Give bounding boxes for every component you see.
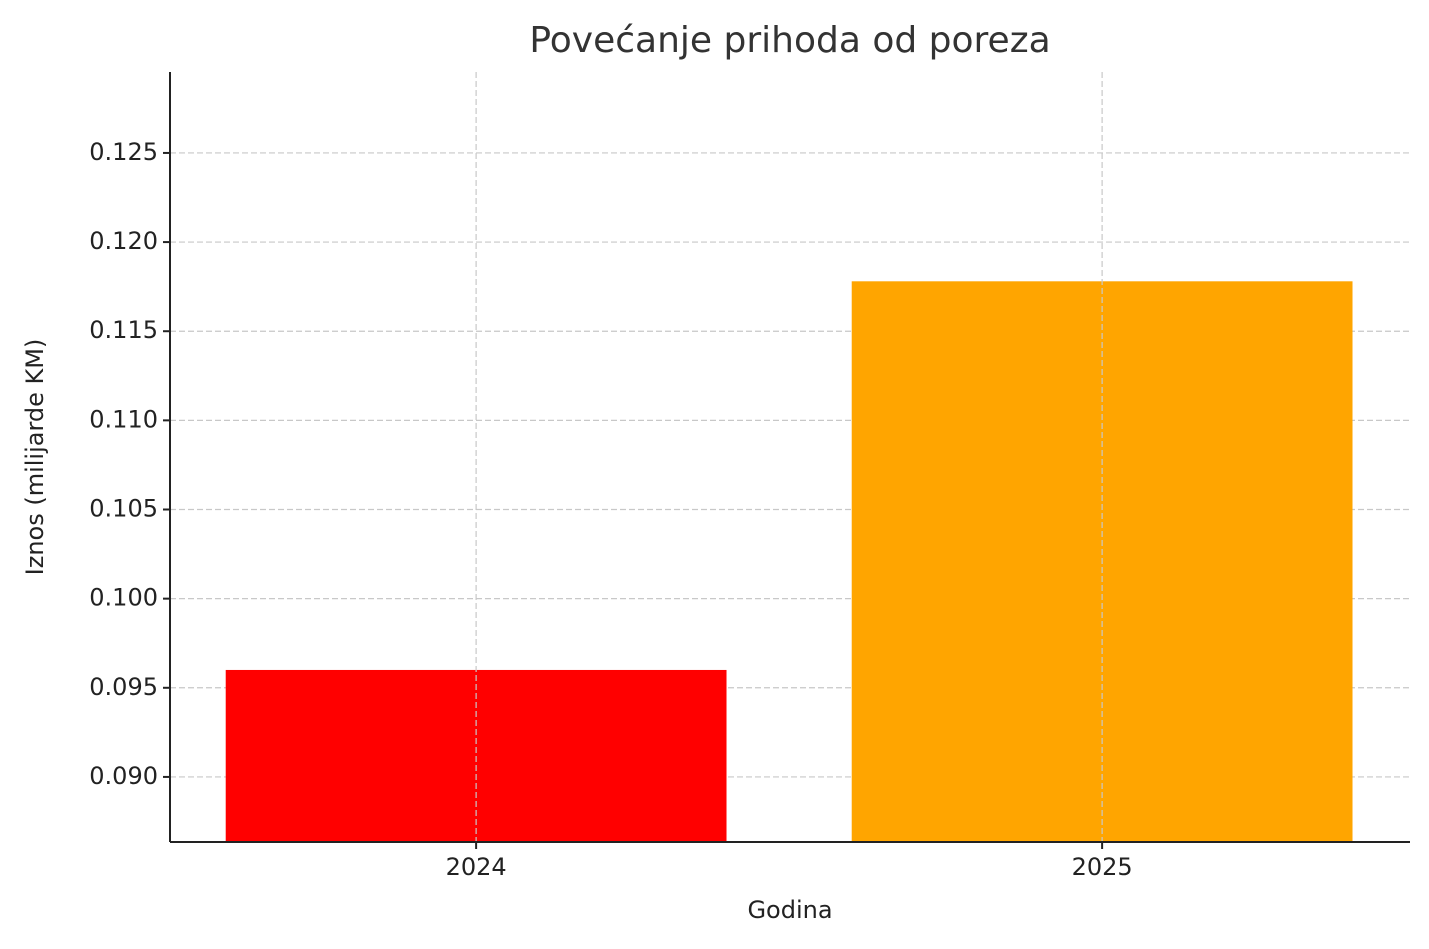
y-tick-label: 0.090 bbox=[89, 762, 158, 790]
y-axis-label: Iznos (milijarde KM) bbox=[21, 339, 49, 576]
y-tick-label: 0.110 bbox=[89, 405, 158, 433]
y-tick-label: 0.120 bbox=[89, 227, 158, 255]
x-axis-label: Godina bbox=[747, 896, 832, 924]
y-tick-label: 0.115 bbox=[89, 316, 158, 344]
y-tick-label: 0.105 bbox=[89, 495, 158, 523]
x-tick-label: 2025 bbox=[1072, 853, 1133, 881]
y-tick-label: 0.125 bbox=[89, 138, 158, 166]
y-tick-label: 0.095 bbox=[89, 673, 158, 701]
y-tick-label: 0.100 bbox=[89, 584, 158, 612]
chart-title: Povećanje prihoda od poreza bbox=[529, 20, 1050, 61]
x-tick-label: 2024 bbox=[446, 853, 507, 881]
